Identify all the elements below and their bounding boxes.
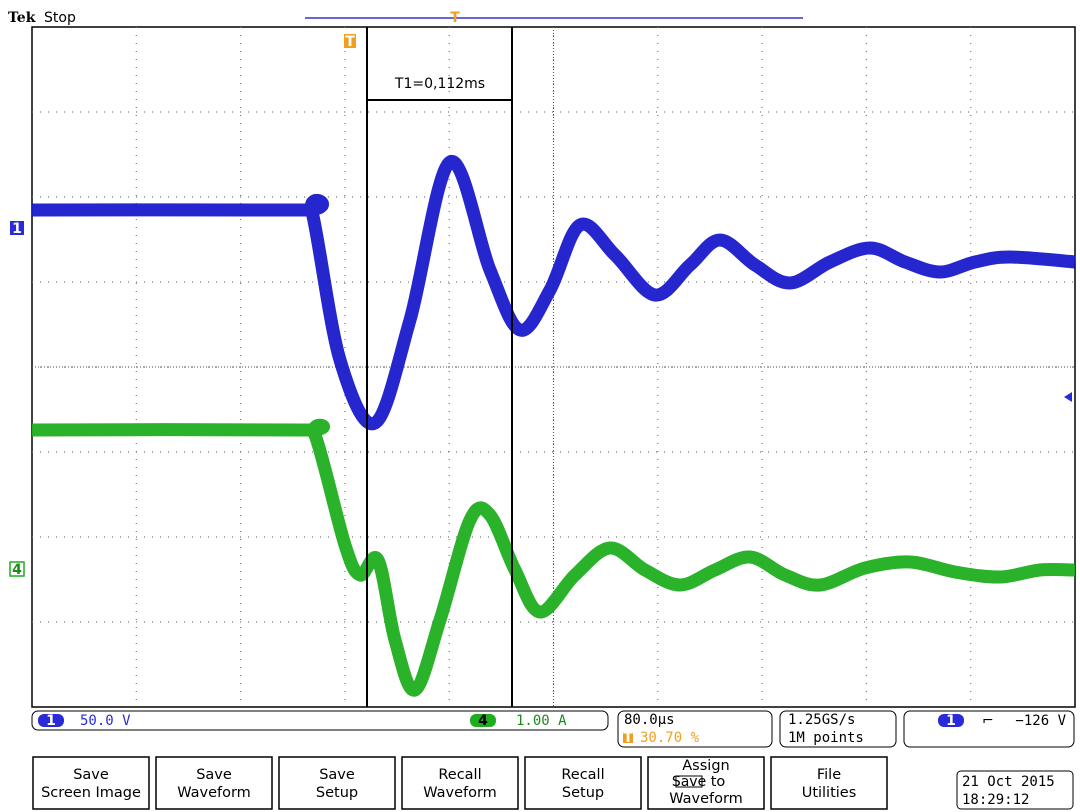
softkey[interactable] — [32, 756, 150, 810]
sample-rate: 1.25GS/s — [788, 712, 855, 728]
channel4-waveform — [31, 418, 1076, 697]
channel1-waveform — [31, 155, 1076, 431]
softkey-label: Save — [672, 774, 706, 790]
ch1-scale: 50.0 V — [80, 713, 131, 729]
softkey[interactable] — [278, 756, 396, 810]
softkey-label: Assign — [682, 758, 729, 774]
trigger-marker: T — [345, 34, 355, 50]
softkey[interactable] — [524, 756, 642, 810]
trigger-source-badge — [938, 714, 964, 727]
timebase-readout[interactable] — [617, 710, 773, 748]
brand: Tek — [8, 10, 36, 26]
save-chip — [675, 775, 703, 788]
trigger-slope: ⌐ — [982, 713, 994, 729]
acq-status: Stop — [44, 10, 76, 26]
ch4-badge — [470, 714, 496, 727]
softkey-label: Waveform — [423, 785, 497, 801]
trigger-level-marker — [1064, 392, 1072, 402]
timebase-trigger-letter: T — [623, 730, 633, 746]
cursor-readout: T1=0,112ms — [394, 76, 485, 92]
timebase-position: 30.70 % — [640, 730, 700, 746]
time: 18:29:12 — [962, 792, 1029, 808]
softkey-label: Setup — [562, 785, 604, 801]
softkey-label: Recall — [561, 767, 604, 783]
softkey[interactable] — [155, 756, 273, 810]
softkey-label: Save — [319, 767, 355, 783]
ch1-marker: 1 — [12, 221, 22, 237]
trigger-level: −126 V — [1015, 713, 1066, 729]
softkey[interactable] — [770, 756, 888, 810]
trigger-position-marker: T — [450, 10, 460, 26]
softkey-label: File — [817, 767, 841, 783]
ch1-badge-label: 1 — [46, 713, 56, 729]
timebase-trigger-icon — [623, 732, 633, 743]
timebase-scale: 80.0µs — [624, 712, 675, 728]
softkey-label: Recall — [438, 767, 481, 783]
softkey-label: Screen Image — [41, 785, 141, 801]
date: 21 Oct 2015 — [962, 774, 1055, 790]
softkey[interactable] — [647, 756, 765, 810]
trigger-marker-bg — [344, 34, 356, 48]
vertical-readout[interactable] — [31, 710, 609, 731]
softkey[interactable] — [401, 756, 519, 810]
softkey-label: Waveform — [177, 785, 251, 801]
ch4-marker: 4 — [12, 562, 22, 578]
softkey-label: Setup — [316, 785, 358, 801]
acquisition-readout[interactable] — [779, 710, 897, 748]
record-length: 1M points — [788, 730, 864, 746]
ch4-marker-bg — [9, 561, 25, 577]
trigger-source: 1 — [946, 713, 956, 729]
datetime-box — [956, 770, 1074, 810]
ch4-badge-label: 4 — [478, 713, 488, 729]
softkey-label: Save — [73, 767, 109, 783]
softkey-label: Save — [196, 767, 232, 783]
softkey-label: Utilities — [802, 785, 857, 801]
ch4-scale: 1.00 A — [516, 713, 567, 729]
ch1-badge — [38, 714, 64, 727]
softkey-label: Waveform — [669, 791, 743, 807]
graticule — [32, 27, 1075, 707]
ch1-marker-bg — [10, 221, 24, 235]
softkey-label: to — [711, 774, 726, 790]
